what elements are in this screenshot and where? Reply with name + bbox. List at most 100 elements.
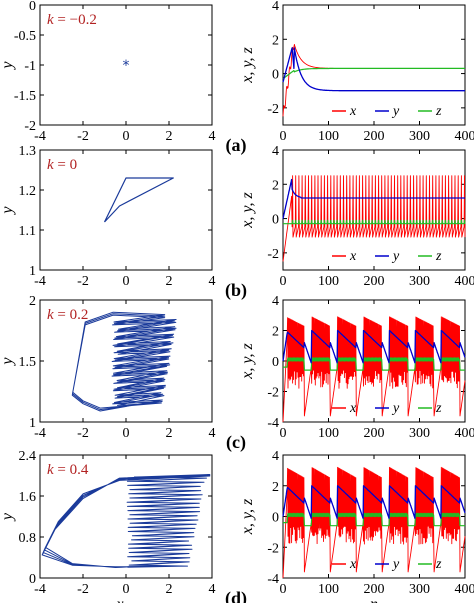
k-value-label: k = 0.2 [47, 307, 88, 323]
x-tick-label: 400 [455, 426, 474, 441]
y-axis-label: y [0, 61, 16, 71]
x-tick-label: 2 [166, 274, 173, 289]
x-tick-label: 100 [318, 129, 339, 144]
y-tick-label: 2 [272, 178, 279, 193]
y-tick-label: 2 [272, 480, 279, 495]
y-tick-label: 1.3 [19, 144, 37, 159]
k-value-label: k = 0 [47, 157, 77, 173]
y-tick-label: 4 [272, 449, 279, 464]
x-tick-label: -2 [77, 129, 89, 144]
panel-label: (d) [225, 588, 247, 603]
y-tick-label: 0 [272, 511, 279, 526]
legend-label-x: x [349, 104, 357, 119]
k-symbol: k [47, 12, 54, 28]
x-tick-label: -2 [77, 426, 89, 441]
legend-label-z: z [435, 557, 442, 572]
y-tick-label: 1.1 [19, 224, 37, 239]
y-tick-label: 1.2 [19, 184, 37, 199]
x-tick-label: -2 [77, 582, 89, 597]
x-tick-label: -2 [77, 274, 89, 289]
x-tick-label: 2 [166, 129, 173, 144]
panel-0: -4 -2 0 2 40-0.5-1-1.5-2yk = −0.2* [0, 0, 216, 144]
x-tick-label: 0 [123, 426, 130, 441]
series-z-line [282, 512, 466, 527]
panel-5: 0 100 200 300 400 4 2 0 -2 -4 x, y, z (c) x y z [226, 294, 474, 453]
x-tick-label: 0 [123, 129, 130, 144]
x-axis-label: n [370, 596, 378, 603]
x-tick-label: 4 [209, 129, 216, 144]
legend-label-y: y [391, 104, 400, 119]
y-tick-label: 2 [29, 294, 36, 309]
k-value: = −0.2 [54, 12, 97, 28]
y-tick-label: -2 [267, 386, 279, 401]
legend-label-y: y [391, 557, 400, 572]
fixed-point-marker: * [123, 58, 130, 74]
limit-cycle [103, 177, 174, 223]
x-tick-label: 4 [209, 274, 216, 289]
y-tick-label: 0.8 [19, 531, 37, 546]
x-tick-label: 0 [280, 582, 287, 597]
legend-label-z: z [435, 104, 442, 119]
x-tick-label: 300 [409, 129, 430, 144]
x-tick-label: 100 [318, 274, 339, 289]
y-tick-label: -2 [267, 247, 279, 262]
y-tick-label: -2 [24, 119, 36, 134]
legend-label-x: x [349, 249, 357, 264]
panel-2: -4 -2 0 2 4 1.3 1.2 1.1 1 y k = 0 [0, 144, 216, 289]
y-tick-label: -1 [24, 59, 36, 74]
y-tick-label: 1.5 [19, 355, 37, 370]
x-axis-label: x [115, 596, 123, 603]
y-tick-label: 2 [272, 325, 279, 340]
legend-label-y: y [391, 401, 400, 416]
k-symbol: k [47, 462, 54, 478]
y-tick-label: 4 [272, 0, 279, 14]
y-tick-label: 1 [29, 416, 36, 431]
series-y-line [282, 485, 466, 519]
x-tick-label: 300 [409, 274, 430, 289]
k-symbol: k [47, 307, 54, 323]
panel-4: -4 -2 0 2 4 2 1.5 1 y k = 0.2 [0, 294, 216, 441]
series-x-line [282, 316, 466, 423]
x-tick-label: 4 [209, 582, 216, 597]
panel-label: (c) [226, 432, 246, 453]
x-tick-label: 4 [209, 426, 216, 441]
y-axis-label: x, y, z [239, 498, 256, 535]
x-tick-label: 100 [318, 582, 339, 597]
y-tick-label: 0 [29, 572, 36, 587]
y-tick-label: -2 [267, 102, 279, 117]
x-tick-label: 0 [280, 426, 287, 441]
y-tick-label: 4 [272, 144, 279, 159]
panel-7: 0 100 200 300 400 4 2 0 -2 -4 x, y, z n (d) x y z [225, 449, 474, 603]
x-tick-label: 400 [455, 129, 474, 144]
x-tick-label: 2 [166, 582, 173, 597]
k-value-label: k = −0.2 [47, 12, 97, 28]
series-z-line [282, 67, 466, 80]
x-tick-label: -4 [34, 582, 46, 597]
y-tick-label: 0 [272, 68, 279, 83]
series-y-line [282, 329, 466, 364]
y-axis-label: x, y, z [239, 191, 256, 228]
x-tick-label: 0 [280, 274, 287, 289]
y-tick-label: 2 [272, 33, 279, 48]
x-tick-label: 0 [123, 582, 130, 597]
x-tick-label: 0 [280, 129, 287, 144]
series-z-line [282, 219, 466, 225]
series-x-line [282, 175, 466, 262]
y-tick-label: -4 [267, 416, 279, 431]
k-value: = 0.2 [54, 307, 89, 323]
panel-label: (a) [226, 135, 247, 156]
y-tick-label: 0 [272, 355, 279, 370]
x-tick-label: 200 [364, 426, 385, 441]
series-z-line [282, 357, 466, 371]
y-tick-label: 0 [272, 213, 279, 228]
x-tick-label: 300 [409, 582, 430, 597]
y-tick-label: -2 [267, 541, 279, 556]
k-value: = 0.4 [54, 462, 89, 478]
y-tick-label: 1.6 [19, 490, 37, 505]
y-tick-label: 0 [29, 0, 36, 14]
y-tick-label: 2.4 [19, 449, 37, 464]
k-value-label: k = 0.4 [47, 462, 89, 478]
